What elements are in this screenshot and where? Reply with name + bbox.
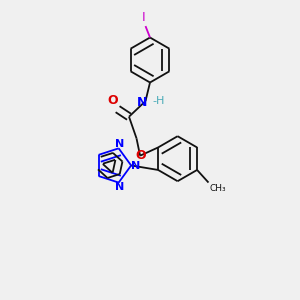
Text: N: N bbox=[115, 139, 124, 149]
Text: I: I bbox=[142, 11, 145, 24]
Text: N: N bbox=[131, 161, 140, 171]
Text: O: O bbox=[108, 94, 118, 107]
Text: -H: -H bbox=[152, 95, 164, 106]
Text: O: O bbox=[135, 148, 146, 162]
Text: N: N bbox=[115, 182, 124, 192]
Text: N: N bbox=[136, 95, 147, 109]
Text: CH₃: CH₃ bbox=[210, 184, 226, 193]
